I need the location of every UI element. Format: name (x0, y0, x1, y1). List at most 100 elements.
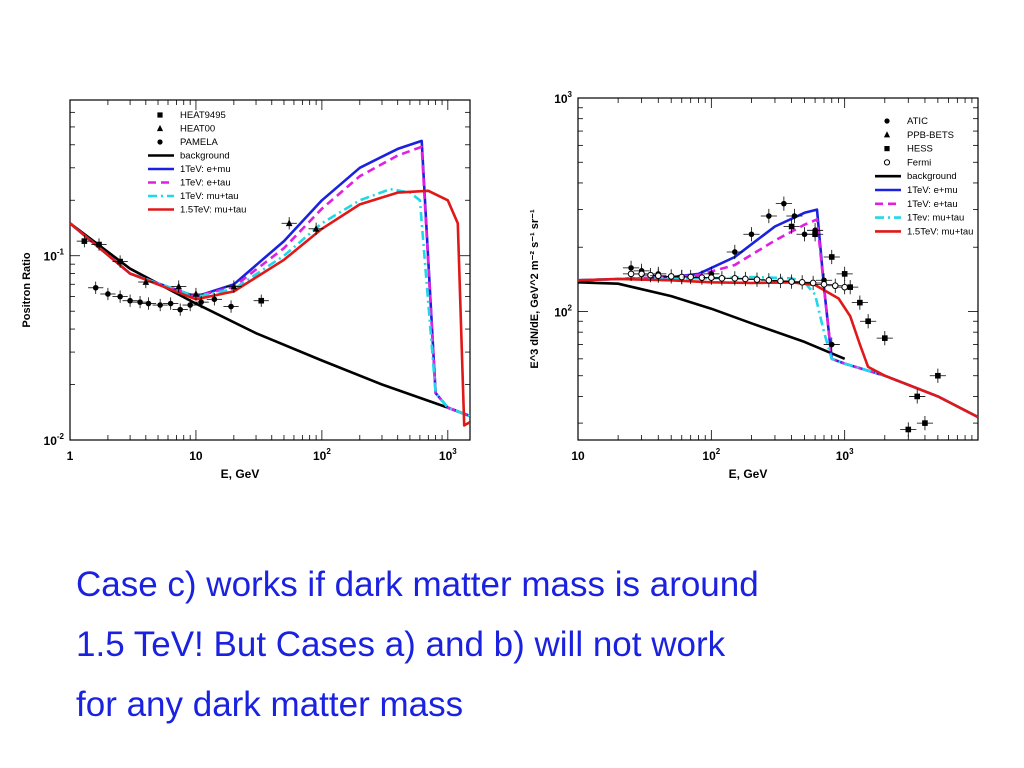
data-point-fermi (788, 278, 795, 285)
data-point-atic (748, 231, 755, 238)
y-tick-label: 103 (554, 90, 572, 106)
chart-canvas: 1 10 102 103 10-2 10-1 E, GeV Positron Ratio HEA… (21, 90, 979, 481)
data-point-heat9495 (258, 297, 265, 304)
data-point-pamela (105, 291, 111, 297)
caption-line-2: 1.5 TeV! But Cases a) and b) will not wo… (76, 625, 726, 664)
data-point-fermi (731, 275, 739, 282)
data-point-hess (857, 299, 863, 306)
legend: HEAT9495 HEAT00 PAMELA background 1TeV: e+mu… (148, 110, 246, 216)
data-point-fermi (765, 276, 773, 284)
data-point-hess (914, 393, 921, 400)
data-point-heat00 (285, 219, 293, 227)
data-point-fermi (809, 279, 817, 287)
x-tick-label: 103 (439, 447, 457, 463)
data-point-pamela (117, 293, 123, 300)
legend-label: 1TeV: e+mu (180, 164, 231, 175)
data-point-fermi (820, 281, 828, 288)
x-tick-label: 102 (702, 447, 720, 463)
data-point-pamela (145, 300, 152, 307)
legend-label: HESS (907, 144, 933, 155)
data-point-fermi (753, 276, 761, 283)
x-tick-label: 10 (189, 449, 203, 463)
x-tick-label: 1 (67, 449, 74, 463)
data-point-fermi (777, 277, 784, 285)
series-line-1tev-mu-tau (578, 275, 978, 419)
axis-ticks (69, 100, 470, 441)
data-point-atic (732, 249, 738, 255)
legend-label: HEAT00 (180, 124, 215, 135)
plot-area (578, 196, 978, 437)
x-axis-label: E, GeV (729, 467, 768, 481)
data-point-hess (812, 231, 818, 238)
legend-label: HEAT9495 (180, 110, 226, 121)
caption-line-3: for any dark matter mass (76, 685, 464, 724)
y-tick-label: 102 (554, 303, 572, 319)
legend: ATIC PPB-BETS HESS Fermi background 1TeV: e+m… (875, 116, 973, 237)
data-point-pamela (187, 302, 193, 308)
data-point-atic (766, 213, 772, 219)
legend-marker (157, 112, 163, 118)
plot-frame (577, 97, 979, 441)
y-tick-label: 10-2 (44, 432, 65, 448)
data-point-fermi (667, 273, 675, 280)
legend-label: PPB-BETS (907, 130, 954, 141)
data-point-heat00 (312, 225, 320, 232)
legend-label: ATIC (907, 116, 928, 127)
legend-label: background (907, 171, 957, 182)
data-point-pamela (211, 296, 218, 303)
data-point-fermi (647, 271, 654, 279)
data-point-fermi (708, 274, 715, 281)
y-axis-label: E^3 dN/dE, GeV^2 m⁻² s⁻¹ sr⁻¹ (529, 209, 541, 369)
data-point-fermi (718, 275, 726, 282)
data-point-hess (865, 318, 871, 325)
legend-marker (156, 124, 164, 132)
series-line-1-5tev-mu-tau (578, 277, 978, 419)
legend-label: 1TeV: e+mu (907, 185, 958, 196)
x-tick-label: 10 (571, 449, 585, 463)
legend-label: 1TeV: mu+tau (180, 191, 239, 202)
data-point-pamela (137, 299, 143, 305)
legend-label: 1Tev: mu+tau (907, 213, 964, 224)
data-point-fermi (654, 272, 662, 280)
legend-label: Fermi (907, 157, 931, 168)
data-point-heat9495 (117, 258, 123, 265)
data-point-hess (935, 372, 941, 379)
data-point-atic (781, 200, 787, 207)
y-axis-label: Positron Ratio (21, 252, 33, 327)
data-point-pamela (198, 299, 204, 305)
data-point-hess (882, 335, 888, 341)
legend-label: PAMELA (180, 137, 219, 148)
legend-label: 1TeV: e+tau (180, 178, 231, 189)
y-tick-label: 10-1 (44, 248, 65, 264)
legend-label: background (180, 151, 230, 162)
data-point-pamela (92, 284, 99, 291)
positron-ratio-chart: 1 10 102 103 10-2 10-1 E, GeV Positron Ratio HEA… (21, 99, 471, 481)
legend-marker (157, 139, 163, 145)
data-point-fermi (687, 273, 694, 281)
data-point-heat9495 (96, 241, 102, 248)
data-point-heat00 (175, 282, 183, 290)
series-line-background (578, 281, 846, 360)
electron-spectrum-chart: 10 102 103 102 103 E, GeV E^3 dN/dE, GeV^2 m⁻²… (529, 90, 979, 481)
plot-area (70, 139, 470, 427)
data-point-heat9495 (81, 238, 88, 244)
x-tick-label: 103 (836, 447, 854, 463)
data-point-heat00 (142, 278, 150, 285)
data-point-pamela (127, 297, 133, 304)
data-point-atic (828, 341, 835, 348)
x-tick-label: 102 (313, 447, 331, 463)
data-point-heat00 (230, 282, 238, 290)
data-point-fermi (798, 278, 806, 286)
legend-marker (883, 159, 891, 166)
data-point-hess (905, 426, 912, 433)
caption-line-1: Case c) works if dark matter mass is aro… (76, 565, 759, 604)
data-point-fermi (831, 282, 839, 290)
data-point-heat00 (192, 290, 200, 297)
data-point-atic (791, 213, 798, 219)
data-point-pamela (228, 303, 234, 310)
data-point-atic (801, 231, 808, 238)
legend-label: 1TeV: e+tau (907, 199, 958, 210)
data-point-hess (788, 223, 795, 230)
legend-marker (884, 118, 890, 124)
data-point-hess (922, 420, 928, 426)
